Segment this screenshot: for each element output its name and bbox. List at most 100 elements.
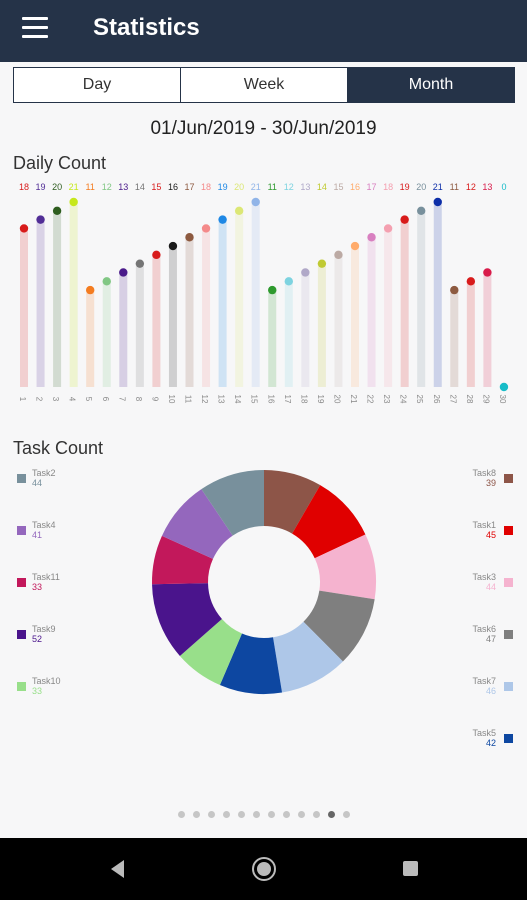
daily-value-label: 12 [284, 182, 294, 192]
daily-value-label: 18 [201, 182, 211, 192]
donut-slice-task5 [219, 633, 283, 695]
daily-point [317, 259, 327, 268]
page-dot[interactable] [207, 811, 215, 818]
page-dot[interactable] [342, 811, 350, 818]
daily-point [400, 215, 409, 224]
daily-point [102, 277, 111, 286]
legend-item: Task11 33 [17, 572, 77, 594]
task-count-donut [151, 470, 377, 695]
page-dot[interactable] [267, 811, 275, 818]
daily-value-label: 18 [19, 182, 29, 192]
tab-week[interactable]: Week [181, 68, 348, 102]
menu-icon[interactable] [22, 17, 48, 39]
daily-bar [268, 290, 277, 387]
daily-point [52, 206, 62, 216]
daily-bar [86, 290, 95, 387]
legend-name: Task5 [472, 728, 496, 738]
daily-bar [400, 219, 409, 387]
legend-item: Task2 44 [17, 468, 77, 490]
daily-value-label: 16 [350, 182, 360, 192]
legend-name: Task7 [472, 676, 496, 686]
daily-value-label: 12 [466, 182, 476, 192]
daily-value-label: 20 [416, 182, 426, 192]
daily-tick-label: 7 [117, 397, 126, 402]
page-dot[interactable] [222, 811, 230, 818]
back-icon[interactable] [111, 860, 124, 878]
daily-value-label: 0 [501, 182, 506, 192]
daily-tick-label: 26 [432, 395, 441, 404]
legend-value: 33 [32, 686, 43, 696]
daily-value-label: 19 [36, 182, 46, 192]
task-count-title: Task Count [13, 438, 104, 458]
legend-value: 33 [32, 582, 43, 592]
legend-swatch [504, 682, 513, 691]
daily-value-label: 21 [433, 182, 443, 192]
page-dot[interactable] [327, 811, 335, 818]
daily-point [234, 206, 244, 216]
daily-value-label: 12 [102, 182, 112, 192]
daily-tick-label: 4 [68, 397, 77, 402]
daily-point [433, 197, 442, 207]
tab-day[interactable]: Day [14, 68, 181, 102]
daily-point [334, 250, 343, 260]
legend-name: Task2 [32, 468, 56, 478]
daily-count-chart: 1811922032141151261371481591610171118121… [18, 182, 509, 404]
donut-slice-task4 [161, 489, 233, 559]
recents-icon[interactable] [403, 861, 418, 876]
legend-swatch [17, 578, 26, 587]
page-dot[interactable] [282, 811, 290, 818]
daily-point [284, 277, 293, 286]
tab-month[interactable]: Month [348, 68, 514, 102]
page-dot[interactable] [177, 811, 185, 818]
date-range: 01/Jun/2019 - 30/Jun/2019 [150, 118, 377, 139]
legend-value: 39 [485, 478, 496, 488]
daily-bar [36, 219, 45, 387]
page-dot[interactable] [312, 811, 320, 818]
page-dot[interactable] [297, 811, 305, 818]
daily-bar [135, 263, 144, 387]
daily-bar [466, 281, 475, 387]
daily-bar [202, 228, 211, 387]
donut-slice-task7 [273, 621, 343, 693]
daily-tick-label: 3 [51, 397, 60, 402]
legend-name: Task8 [472, 468, 496, 478]
daily-point [185, 233, 194, 242]
daily-value-label: 20 [234, 182, 244, 192]
daily-bar [301, 272, 310, 387]
daily-point [268, 285, 277, 295]
daily-bar [251, 202, 260, 387]
legend-value: 52 [32, 634, 43, 644]
daily-tick-label: 24 [399, 395, 408, 404]
daily-count-title: Daily Count [13, 153, 107, 173]
daily-value-label: 19 [400, 182, 410, 192]
daily-point [417, 206, 426, 216]
daily-tick-label: 13 [217, 395, 226, 404]
legend-item: Task10 33 [17, 676, 77, 698]
daily-tick-label: 21 [349, 395, 358, 404]
daily-tick-label: 28 [465, 395, 474, 404]
legend-swatch [17, 474, 26, 483]
daily-tick-label: 5 [84, 397, 93, 402]
legend-swatch [17, 682, 26, 691]
home-icon[interactable] [252, 857, 276, 881]
daily-tick-label: 1 [18, 397, 27, 402]
legend-value: 44 [485, 582, 496, 592]
donut-slice-task2 [201, 470, 264, 536]
legend-name: Task11 [32, 572, 60, 582]
page-dot[interactable] [192, 811, 200, 818]
page-dot[interactable] [237, 811, 245, 818]
daily-tick-label: 25 [415, 395, 424, 404]
legend-value: 47 [485, 634, 496, 644]
daily-bar [53, 210, 62, 387]
donut-slice-task6 [303, 590, 375, 662]
page-dot[interactable] [252, 811, 260, 818]
legend-value: 41 [32, 530, 43, 540]
donut-slice-task1 [292, 485, 366, 559]
page-indicator [0, 811, 527, 818]
daily-value-label: 11 [450, 182, 459, 192]
daily-value-label: 11 [268, 182, 277, 192]
legend-swatch [17, 526, 26, 535]
donut-slice-task11 [151, 535, 213, 585]
daily-value-label: 14 [317, 182, 327, 192]
legend-name: Task3 [472, 572, 496, 582]
